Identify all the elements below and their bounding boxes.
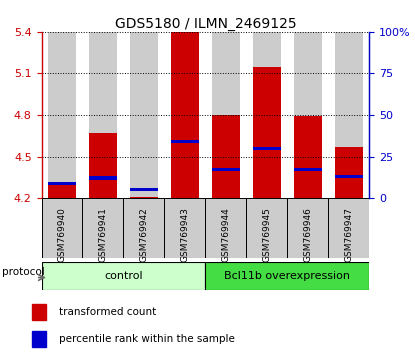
Text: GSM769943: GSM769943 <box>181 207 189 262</box>
Bar <box>129 32 158 198</box>
Bar <box>253 147 281 150</box>
Text: protocol: protocol <box>2 267 45 277</box>
Bar <box>293 32 322 198</box>
FancyBboxPatch shape <box>124 198 164 258</box>
Bar <box>334 175 363 178</box>
Text: GSM769945: GSM769945 <box>262 207 271 262</box>
Bar <box>212 115 240 198</box>
Text: GSM769942: GSM769942 <box>139 207 149 262</box>
FancyBboxPatch shape <box>42 262 205 290</box>
Text: Bcl11b overexpression: Bcl11b overexpression <box>225 271 350 281</box>
Bar <box>129 197 158 198</box>
Text: GSM769944: GSM769944 <box>222 207 230 262</box>
FancyBboxPatch shape <box>287 198 328 258</box>
Title: GDS5180 / ILMN_2469125: GDS5180 / ILMN_2469125 <box>115 17 296 31</box>
Bar <box>212 32 240 198</box>
Text: percentile rank within the sample: percentile rank within the sample <box>59 334 235 344</box>
FancyBboxPatch shape <box>328 198 369 258</box>
Bar <box>171 32 199 198</box>
FancyBboxPatch shape <box>164 198 205 258</box>
Text: GSM769941: GSM769941 <box>98 207 107 262</box>
FancyBboxPatch shape <box>205 198 247 258</box>
Bar <box>89 133 117 198</box>
Bar <box>171 141 199 143</box>
FancyBboxPatch shape <box>42 198 83 258</box>
Bar <box>48 182 76 185</box>
Bar <box>89 177 117 179</box>
Bar <box>334 32 363 198</box>
FancyBboxPatch shape <box>205 262 369 290</box>
FancyBboxPatch shape <box>247 198 287 258</box>
Text: transformed count: transformed count <box>59 307 156 317</box>
Bar <box>129 188 158 190</box>
Bar <box>32 331 46 347</box>
Bar <box>293 168 322 171</box>
Bar <box>32 304 46 320</box>
Bar <box>48 182 76 198</box>
Text: control: control <box>104 271 143 281</box>
Bar <box>89 32 117 198</box>
Bar <box>48 32 76 198</box>
Bar <box>171 32 199 198</box>
Text: GSM769946: GSM769946 <box>303 207 312 262</box>
FancyBboxPatch shape <box>83 198 124 258</box>
Bar <box>253 67 281 198</box>
Bar <box>253 32 281 198</box>
Bar <box>334 147 363 198</box>
Bar <box>212 168 240 171</box>
Text: GSM769940: GSM769940 <box>58 207 66 262</box>
Text: GSM769947: GSM769947 <box>344 207 353 262</box>
Bar <box>293 116 322 198</box>
